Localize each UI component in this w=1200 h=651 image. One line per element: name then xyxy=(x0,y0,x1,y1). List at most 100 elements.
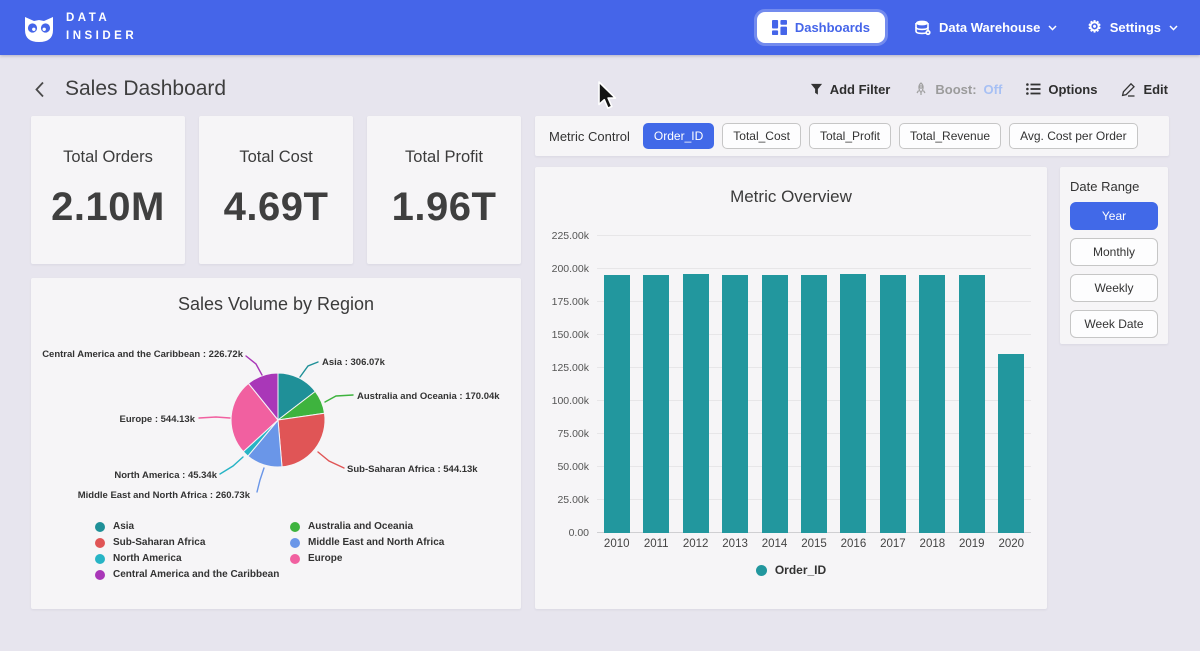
bar-chart-title: Metric Overview xyxy=(535,167,1047,207)
kpi-label: Total Cost xyxy=(199,148,353,167)
options-button[interactable]: Options xyxy=(1026,82,1097,97)
bar-chart-x-axis: 2010201120122013201420152016201720182019… xyxy=(597,538,1031,550)
pie-callout-label: Central America and the Caribbean : 226.… xyxy=(42,349,244,360)
options-label: Options xyxy=(1048,82,1097,97)
pie-slice-sub-saharan-africa[interactable] xyxy=(278,413,325,467)
back-chevron-icon xyxy=(34,81,45,98)
pie-callout-line xyxy=(325,395,353,402)
bar-series xyxy=(597,236,1031,533)
pie-callout-line xyxy=(300,362,318,377)
legend-dot xyxy=(95,538,105,548)
bar-2019[interactable] xyxy=(959,275,985,533)
bar-chart-plot: 0.0025.00k50.00k75.00k100.00k125.00k150.… xyxy=(597,236,1031,533)
bar-2013[interactable] xyxy=(722,275,748,533)
add-filter-button[interactable]: Add Filter xyxy=(810,82,891,97)
back-button[interactable] xyxy=(34,81,45,98)
date-range-card: Date Range Year Monthly Weekly Week Date xyxy=(1060,167,1168,344)
legend-label: Europe xyxy=(308,553,342,564)
chevron-down-icon xyxy=(1048,25,1057,31)
gear-icon: ⚙ xyxy=(1087,20,1101,36)
pie-callout-label: Sub-Saharan Africa : 544.13k xyxy=(347,464,478,475)
pie-callout-line xyxy=(220,457,243,474)
kpi-card-total-cost: Total Cost 4.69T xyxy=(199,116,353,264)
page-title: Sales Dashboard xyxy=(65,77,226,101)
pie-callout-line xyxy=(199,417,230,418)
pie-legend-item-north-america[interactable]: North America xyxy=(95,553,290,564)
edit-pencil-icon xyxy=(1121,82,1136,97)
legend-label: Order_ID xyxy=(775,563,826,577)
owl-logo-icon xyxy=(22,12,56,44)
legend-label: Sub-Saharan Africa xyxy=(113,537,205,548)
pie-legend-item-europe[interactable]: Europe xyxy=(290,553,444,564)
nav-dashboards-label: Dashboards xyxy=(795,20,870,35)
kpi-value: 2.10M xyxy=(31,185,185,230)
bar-chart-legend[interactable]: Order_ID xyxy=(535,563,1047,577)
metric-chip-avg-cost-per-order[interactable]: Avg. Cost per Order xyxy=(1009,123,1138,149)
y-tick-label: 150.00k xyxy=(552,329,589,341)
metric-chip-total-revenue[interactable]: Total_Revenue xyxy=(899,123,1001,149)
bar-2011[interactable] xyxy=(643,275,669,533)
legend-dot xyxy=(290,554,300,564)
date-range-label: Date Range xyxy=(1070,179,1158,194)
x-tick-2010: 2010 xyxy=(597,538,636,550)
date-range-weekly[interactable]: Weekly xyxy=(1070,274,1158,302)
boost-label: Boost: xyxy=(935,82,976,97)
bar-2016[interactable] xyxy=(840,274,866,534)
bar-chart-card: Metric Overview 0.0025.00k50.00k75.00k10… xyxy=(535,167,1047,609)
x-tick-2015: 2015 xyxy=(794,538,833,550)
boost-toggle[interactable]: Boost: Off xyxy=(914,82,1002,97)
y-tick-label: 175.00k xyxy=(552,296,589,308)
pie-legend-item-asia[interactable]: Asia xyxy=(95,521,290,532)
options-list-icon xyxy=(1026,83,1041,95)
date-range-year[interactable]: Year xyxy=(1070,202,1158,230)
boost-state: Off xyxy=(984,82,1003,97)
edit-button[interactable]: Edit xyxy=(1121,82,1168,97)
legend-label: Central America and the Caribbean xyxy=(113,569,279,580)
date-range-week-date[interactable]: Week Date xyxy=(1070,310,1158,338)
pie-legend-item-central-america-and-the-caribbean[interactable]: Central America and the Caribbean xyxy=(95,569,290,580)
legend-dot xyxy=(95,570,105,580)
metric-chip-order-id[interactable]: Order_ID xyxy=(643,123,714,149)
bar-2015[interactable] xyxy=(801,275,827,533)
page-header: Sales Dashboard Add Filter Boost: Off Op… xyxy=(0,55,1200,116)
metric-chip-total-profit[interactable]: Total_Profit xyxy=(809,123,891,149)
y-tick-label: 100.00k xyxy=(552,395,589,407)
y-tick-label: 0.00 xyxy=(569,527,589,539)
bar-2010[interactable] xyxy=(604,275,630,533)
x-tick-2011: 2011 xyxy=(636,538,675,550)
pie-legend-item-sub-saharan-africa[interactable]: Sub-Saharan Africa xyxy=(95,537,290,548)
nav-data-warehouse-button[interactable]: Data Warehouse xyxy=(915,20,1057,36)
nav-settings-label: Settings xyxy=(1110,20,1161,35)
database-icon xyxy=(915,20,931,36)
legend-label: Asia xyxy=(113,521,134,532)
legend-label: Australia and Oceania xyxy=(308,521,413,532)
nav-dashboards-button[interactable]: Dashboards xyxy=(757,12,885,43)
date-range-buttons: Year Monthly Weekly Week Date xyxy=(1070,202,1158,338)
pie-callout-label: Middle East and North Africa : 260.73k xyxy=(78,490,251,501)
nav-settings-button[interactable]: ⚙ Settings xyxy=(1087,20,1178,36)
y-tick-label: 125.00k xyxy=(552,362,589,374)
y-tick-label: 25.00k xyxy=(557,494,589,506)
y-tick-label: 200.00k xyxy=(552,263,589,275)
edit-label: Edit xyxy=(1143,82,1168,97)
pie-callout-label: Australia and Oceania : 170.04k xyxy=(357,391,500,402)
bar-2018[interactable] xyxy=(919,275,945,533)
bar-2014[interactable] xyxy=(762,275,788,533)
legend-dot xyxy=(290,538,300,548)
y-tick-label: 75.00k xyxy=(557,428,589,440)
bar-2020[interactable] xyxy=(998,354,1024,533)
bar-2017[interactable] xyxy=(880,275,906,533)
chevron-down-icon xyxy=(1169,25,1178,31)
legend-dot xyxy=(95,554,105,564)
bar-2012[interactable] xyxy=(683,274,709,533)
x-tick-2014: 2014 xyxy=(755,538,794,550)
y-tick-label: 50.00k xyxy=(557,461,589,473)
metric-control-label: Metric Control xyxy=(549,129,630,144)
pie-callout-label: North America : 45.34k xyxy=(114,470,217,481)
date-range-monthly[interactable]: Monthly xyxy=(1070,238,1158,266)
pie-legend-item-middle-east-and-north-africa[interactable]: Middle East and North Africa xyxy=(290,537,444,548)
dashboards-grid-icon xyxy=(772,20,787,35)
pie-callout-label: Asia : 306.07k xyxy=(322,357,386,368)
pie-legend-item-australia-and-oceania[interactable]: Australia and Oceania xyxy=(290,521,444,532)
metric-chip-total-cost[interactable]: Total_Cost xyxy=(722,123,801,149)
